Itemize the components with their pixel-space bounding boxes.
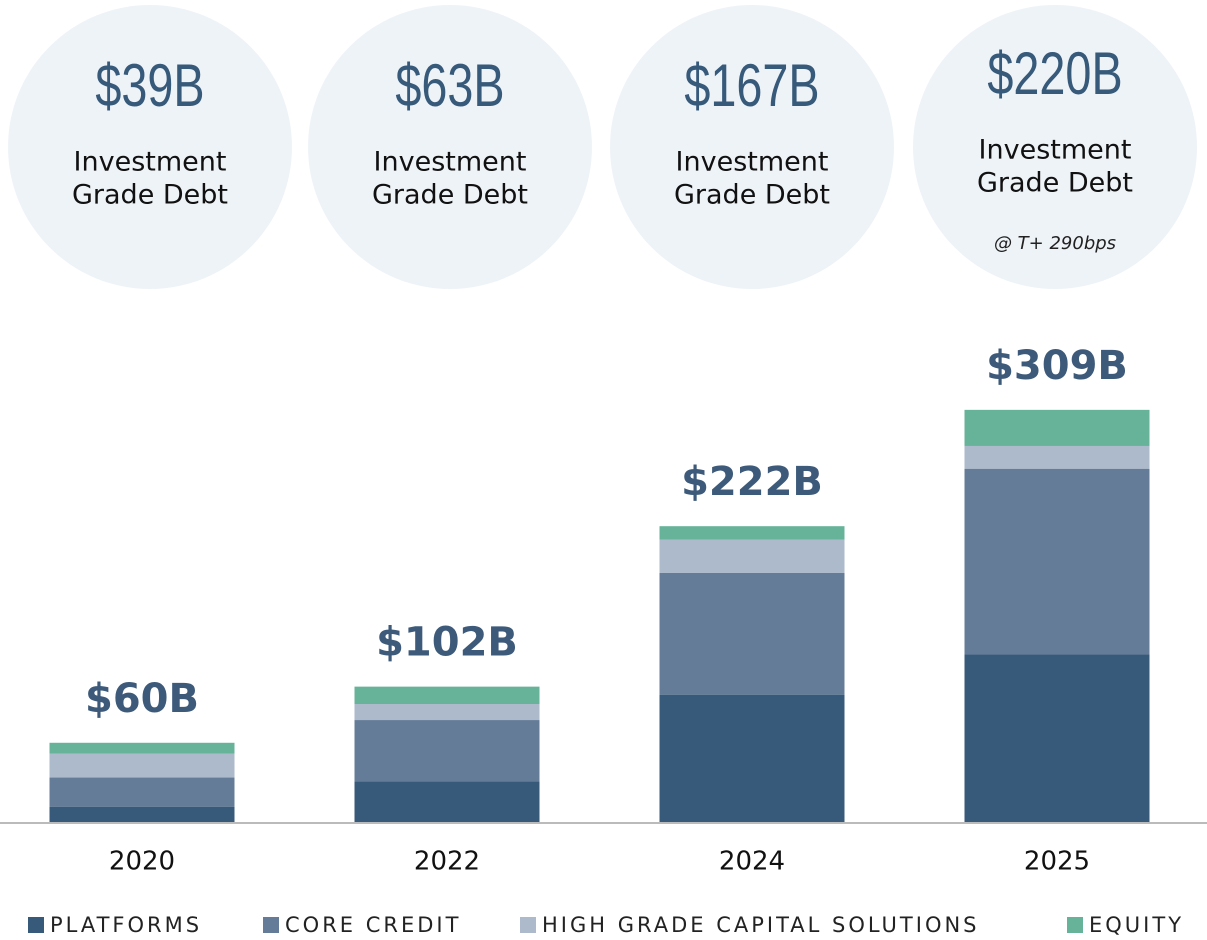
highlight-label: Grade Debt xyxy=(72,180,228,211)
bar-segment xyxy=(964,445,1150,469)
x-tick-label: 2022 xyxy=(414,847,480,877)
highlight-circle xyxy=(610,5,894,289)
bar-segment xyxy=(964,468,1150,655)
highlight-circle xyxy=(8,5,292,289)
legend-swatch xyxy=(1067,917,1083,933)
bar-segment xyxy=(964,409,1150,446)
highlight-label: Grade Debt xyxy=(372,180,528,211)
total-label: $102B xyxy=(376,620,518,666)
highlight-label: Investment xyxy=(979,135,1132,166)
bar-segment xyxy=(49,753,235,778)
bar-segment xyxy=(354,686,540,705)
highlight-label: Investment xyxy=(74,147,227,178)
bar-segment xyxy=(659,572,845,695)
bar-segment xyxy=(49,777,235,807)
bar-segment xyxy=(659,539,845,573)
highlight-label: Investment xyxy=(676,147,829,178)
bar-segment xyxy=(354,704,540,721)
highlight-circle xyxy=(308,5,592,289)
highlight-label: Grade Debt xyxy=(977,168,1133,199)
legend-swatch xyxy=(263,917,279,933)
highlight-value: $39B xyxy=(95,52,204,119)
bar-segment xyxy=(49,806,235,823)
bar-segment xyxy=(659,526,845,540)
legend-swatch xyxy=(28,917,44,933)
total-label: $222B xyxy=(681,459,823,505)
bar-segment xyxy=(354,781,540,823)
highlight-label: Investment xyxy=(374,147,527,178)
legend-label: HIGH GRADE CAPITAL SOLUTIONS xyxy=(542,913,980,937)
x-tick-label: 2025 xyxy=(1024,847,1090,877)
highlight-value: $63B xyxy=(395,52,504,119)
bar-segment xyxy=(964,654,1150,823)
highlight-label: Grade Debt xyxy=(674,180,830,211)
legend-label: PLATFORMS xyxy=(50,913,202,937)
highlight-circle xyxy=(913,5,1197,289)
legend-label: EQUITY xyxy=(1089,913,1184,937)
x-tick-label: 2024 xyxy=(719,847,785,877)
x-tick-label: 2020 xyxy=(109,847,175,877)
bar-segment xyxy=(354,720,540,782)
legend-swatch xyxy=(520,917,536,933)
highlight-note: @ T+ 290bps xyxy=(994,233,1116,254)
total-label: $60B xyxy=(85,676,199,722)
bar-segment xyxy=(49,742,235,754)
highlight-value: $220B xyxy=(987,40,1122,107)
bar-segment xyxy=(659,694,845,823)
legend-label: CORE CREDIT xyxy=(285,913,461,937)
highlight-value: $167B xyxy=(684,52,819,119)
total-label: $309B xyxy=(986,343,1128,389)
